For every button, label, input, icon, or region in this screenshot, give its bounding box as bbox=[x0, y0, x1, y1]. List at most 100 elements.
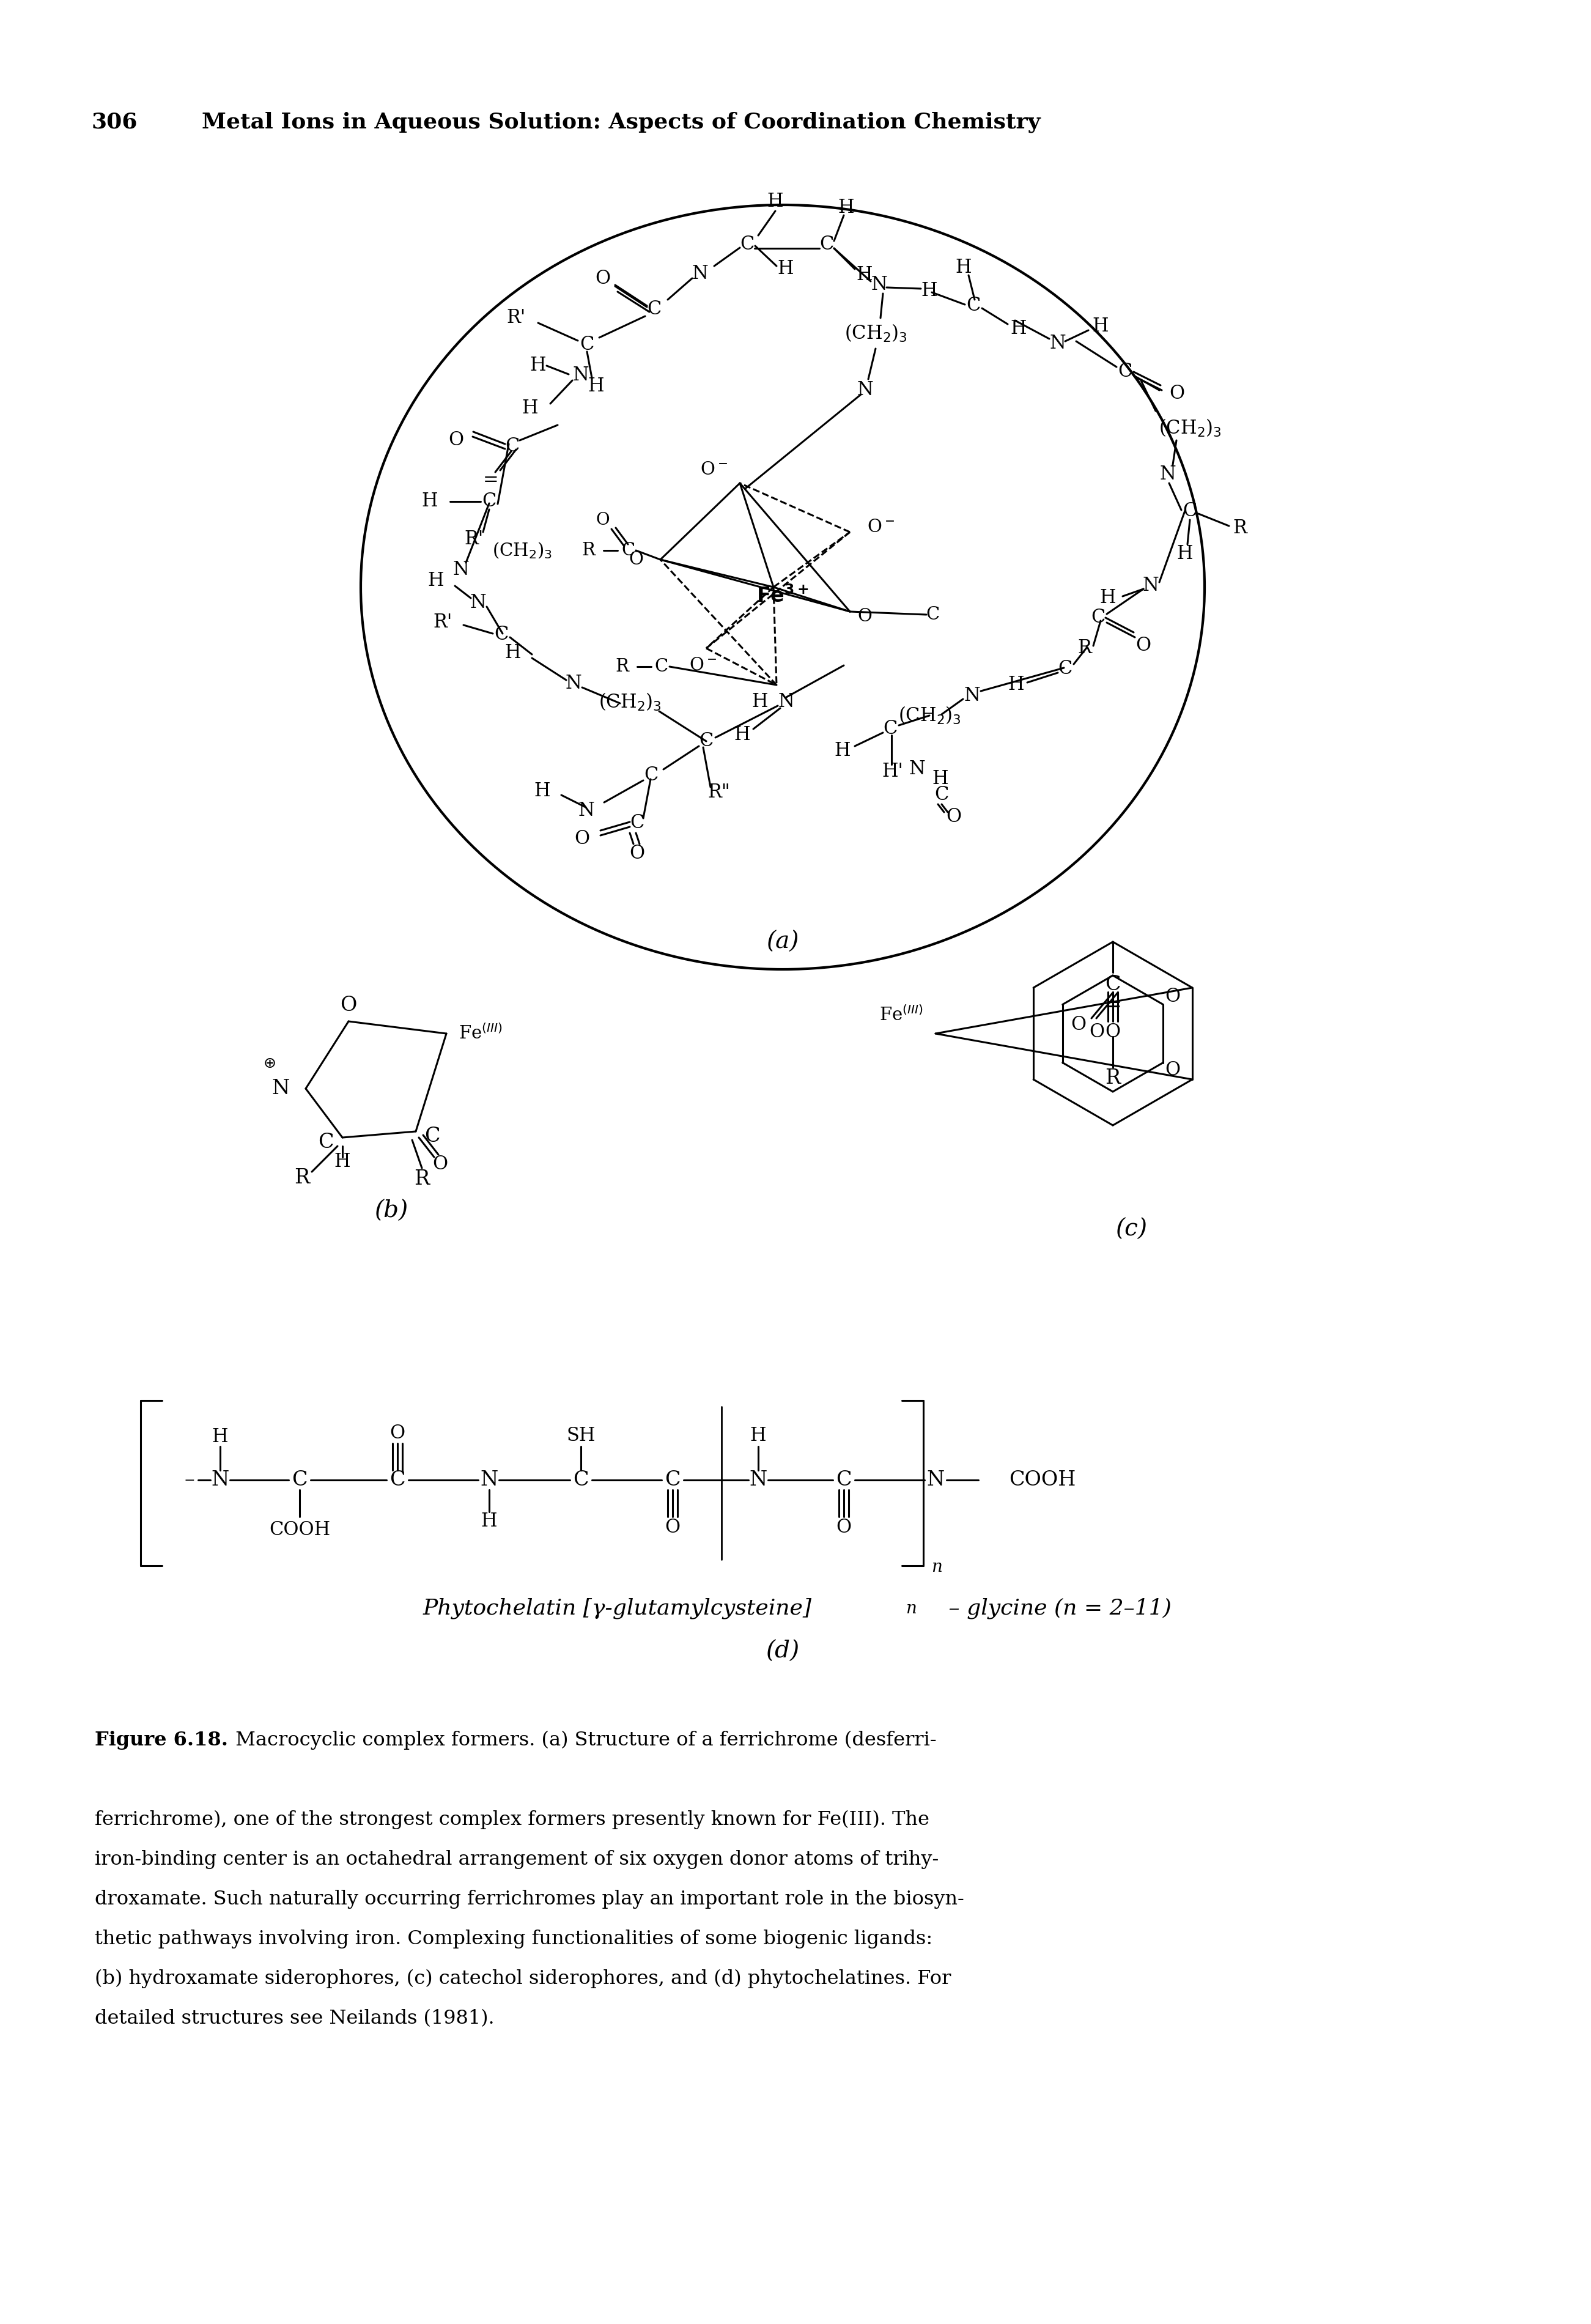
Text: droxamate. Such naturally occurring ferrichromes play an important role in the b: droxamate. Such naturally occurring ferr… bbox=[95, 1889, 964, 1908]
Text: COOH: COOH bbox=[269, 1520, 331, 1541]
Text: R': R' bbox=[465, 530, 484, 548]
Text: C: C bbox=[425, 1127, 441, 1146]
Text: C: C bbox=[1106, 974, 1120, 995]
Text: C: C bbox=[495, 625, 509, 644]
Text: H: H bbox=[1099, 588, 1115, 607]
Text: O: O bbox=[390, 1425, 406, 1443]
Text: n: n bbox=[931, 1559, 942, 1576]
Text: detailed structures see Neilands (1981).: detailed structures see Neilands (1981). bbox=[95, 2008, 495, 2029]
Text: O: O bbox=[858, 609, 872, 625]
Text: O: O bbox=[1165, 988, 1181, 1006]
Text: N: N bbox=[480, 1471, 498, 1490]
Text: H: H bbox=[480, 1513, 498, 1532]
Text: C: C bbox=[1091, 609, 1106, 627]
Text: H: H bbox=[530, 356, 546, 374]
Text: ferrichrome), one of the strongest complex formers presently known for Fe(III). : ferrichrome), one of the strongest compl… bbox=[95, 1810, 929, 1829]
Text: Figure 6.18.: Figure 6.18. bbox=[95, 1731, 228, 1750]
Text: H: H bbox=[1010, 321, 1026, 339]
Text: R: R bbox=[294, 1169, 310, 1188]
Text: C: C bbox=[648, 300, 662, 318]
Text: – glycine (n = 2–11): – glycine (n = 2–11) bbox=[942, 1599, 1171, 1620]
Text: (c): (c) bbox=[1115, 1218, 1147, 1241]
Text: N: N bbox=[565, 674, 582, 693]
Text: COOH: COOH bbox=[1009, 1471, 1076, 1490]
Text: C: C bbox=[291, 1471, 307, 1490]
Text: O: O bbox=[449, 430, 463, 451]
Text: (CH$_2$)$_3$: (CH$_2$)$_3$ bbox=[492, 541, 552, 560]
Text: R': R' bbox=[433, 614, 452, 632]
Text: H: H bbox=[535, 781, 550, 802]
Text: C: C bbox=[740, 235, 754, 253]
Text: C: C bbox=[620, 541, 635, 560]
Text: N: N bbox=[872, 277, 888, 295]
Text: N: N bbox=[453, 560, 469, 579]
Text: Phytochelatin [γ-glutamylcysteine]: Phytochelatin [γ-glutamylcysteine] bbox=[423, 1599, 811, 1620]
Text: N: N bbox=[1142, 576, 1158, 595]
Text: (b) hydroxamate siderophores, (c) catechol siderophores, and (d) phytochelatines: (b) hydroxamate siderophores, (c) catech… bbox=[95, 1968, 951, 1989]
Text: R': R' bbox=[508, 309, 527, 328]
Text: iron-binding center is an octahedral arrangement of six oxygen donor atoms of tr: iron-binding center is an octahedral arr… bbox=[95, 1850, 939, 1868]
Text: H: H bbox=[422, 493, 438, 511]
Text: H: H bbox=[1009, 676, 1025, 695]
Text: O: O bbox=[340, 995, 356, 1016]
Text: N: N bbox=[578, 802, 595, 820]
Text: H: H bbox=[522, 400, 538, 418]
Text: O$^-$: O$^-$ bbox=[689, 658, 718, 674]
Text: H: H bbox=[428, 572, 444, 590]
Text: (CH$_2$)$_3$: (CH$_2$)$_3$ bbox=[897, 704, 961, 725]
Text: O$^-$: O$^-$ bbox=[700, 460, 727, 479]
Text: H: H bbox=[212, 1427, 228, 1446]
Text: thetic pathways involving iron. Complexing functionalities of some biogenic liga: thetic pathways involving iron. Complexi… bbox=[95, 1929, 932, 1948]
Text: R: R bbox=[1077, 639, 1091, 658]
Text: N: N bbox=[212, 1471, 229, 1490]
Text: O: O bbox=[433, 1155, 449, 1174]
Text: C: C bbox=[934, 786, 948, 804]
Text: O$^-$: O$^-$ bbox=[867, 518, 894, 537]
Text: =: = bbox=[1104, 995, 1122, 1016]
Text: N: N bbox=[749, 1471, 767, 1490]
Text: O: O bbox=[1169, 383, 1184, 404]
Text: O: O bbox=[1136, 637, 1152, 655]
Text: C: C bbox=[1058, 660, 1072, 679]
Text: n: n bbox=[905, 1601, 916, 1618]
Text: C: C bbox=[573, 1471, 589, 1490]
Text: Fe$^{(III)}$: Fe$^{(III)}$ bbox=[458, 1025, 503, 1043]
Text: H: H bbox=[733, 725, 751, 744]
Text: H: H bbox=[589, 376, 605, 395]
Text: O: O bbox=[1165, 1060, 1181, 1081]
Text: O: O bbox=[947, 809, 961, 827]
Text: O: O bbox=[630, 844, 644, 862]
Text: C: C bbox=[506, 437, 520, 456]
Text: C: C bbox=[390, 1471, 406, 1490]
Text: H: H bbox=[1177, 544, 1193, 562]
Text: C: C bbox=[318, 1132, 334, 1153]
Text: C: C bbox=[655, 658, 668, 676]
Text: C: C bbox=[698, 732, 713, 751]
Text: H: H bbox=[956, 258, 972, 277]
Text: R: R bbox=[1233, 518, 1247, 537]
Text: C: C bbox=[1182, 502, 1196, 521]
Text: O: O bbox=[1071, 1016, 1087, 1034]
Text: N: N bbox=[573, 365, 589, 386]
Text: Macrocyclic complex formers. (a) Structure of a ferrichrome (desferri-: Macrocyclic complex formers. (a) Structu… bbox=[229, 1731, 937, 1750]
Text: N: N bbox=[1050, 335, 1066, 353]
Text: $\mathbf{Fe^{3+}}$: $\mathbf{Fe^{3+}}$ bbox=[756, 586, 808, 607]
Text: Metal Ions in Aqueous Solution: Aspects of Coordination Chemistry: Metal Ions in Aqueous Solution: Aspects … bbox=[202, 112, 1041, 132]
Text: O: O bbox=[595, 511, 609, 528]
Text: C: C bbox=[966, 297, 980, 316]
Text: C: C bbox=[482, 493, 496, 511]
Text: H: H bbox=[778, 260, 794, 279]
Text: O: O bbox=[1106, 1023, 1120, 1041]
Text: O: O bbox=[665, 1518, 681, 1536]
Text: R: R bbox=[616, 658, 628, 676]
Text: C: C bbox=[835, 1471, 851, 1490]
Text: C: C bbox=[630, 813, 644, 832]
Text: N: N bbox=[926, 1471, 945, 1490]
Text: $\oplus$: $\oplus$ bbox=[263, 1057, 275, 1071]
Text: (d): (d) bbox=[765, 1641, 800, 1662]
Text: N: N bbox=[908, 760, 926, 779]
Text: N: N bbox=[858, 381, 873, 400]
Text: N: N bbox=[272, 1078, 290, 1099]
Text: C: C bbox=[819, 235, 834, 253]
Text: H: H bbox=[504, 644, 520, 662]
